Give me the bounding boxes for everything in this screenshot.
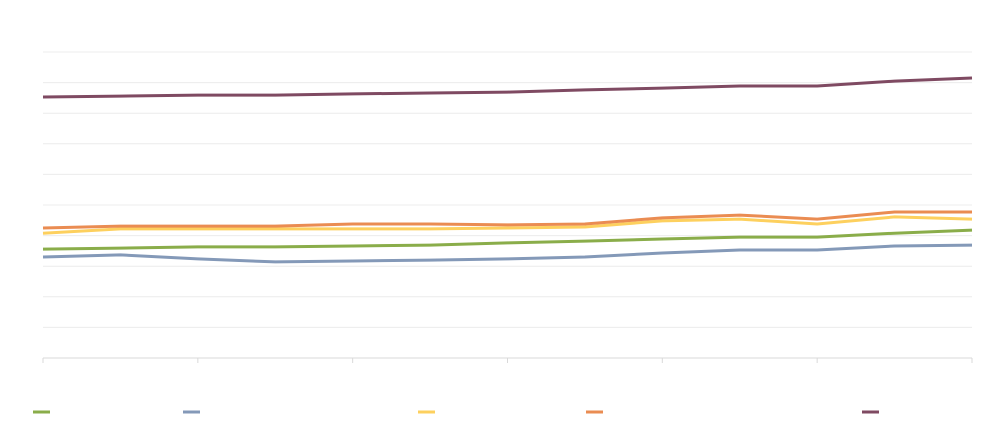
series-line	[42, 228, 973, 251]
series-line	[42, 243, 973, 264]
series-line	[42, 210, 972, 230]
series-line	[42, 76, 973, 99]
series-line	[42, 215, 973, 235]
